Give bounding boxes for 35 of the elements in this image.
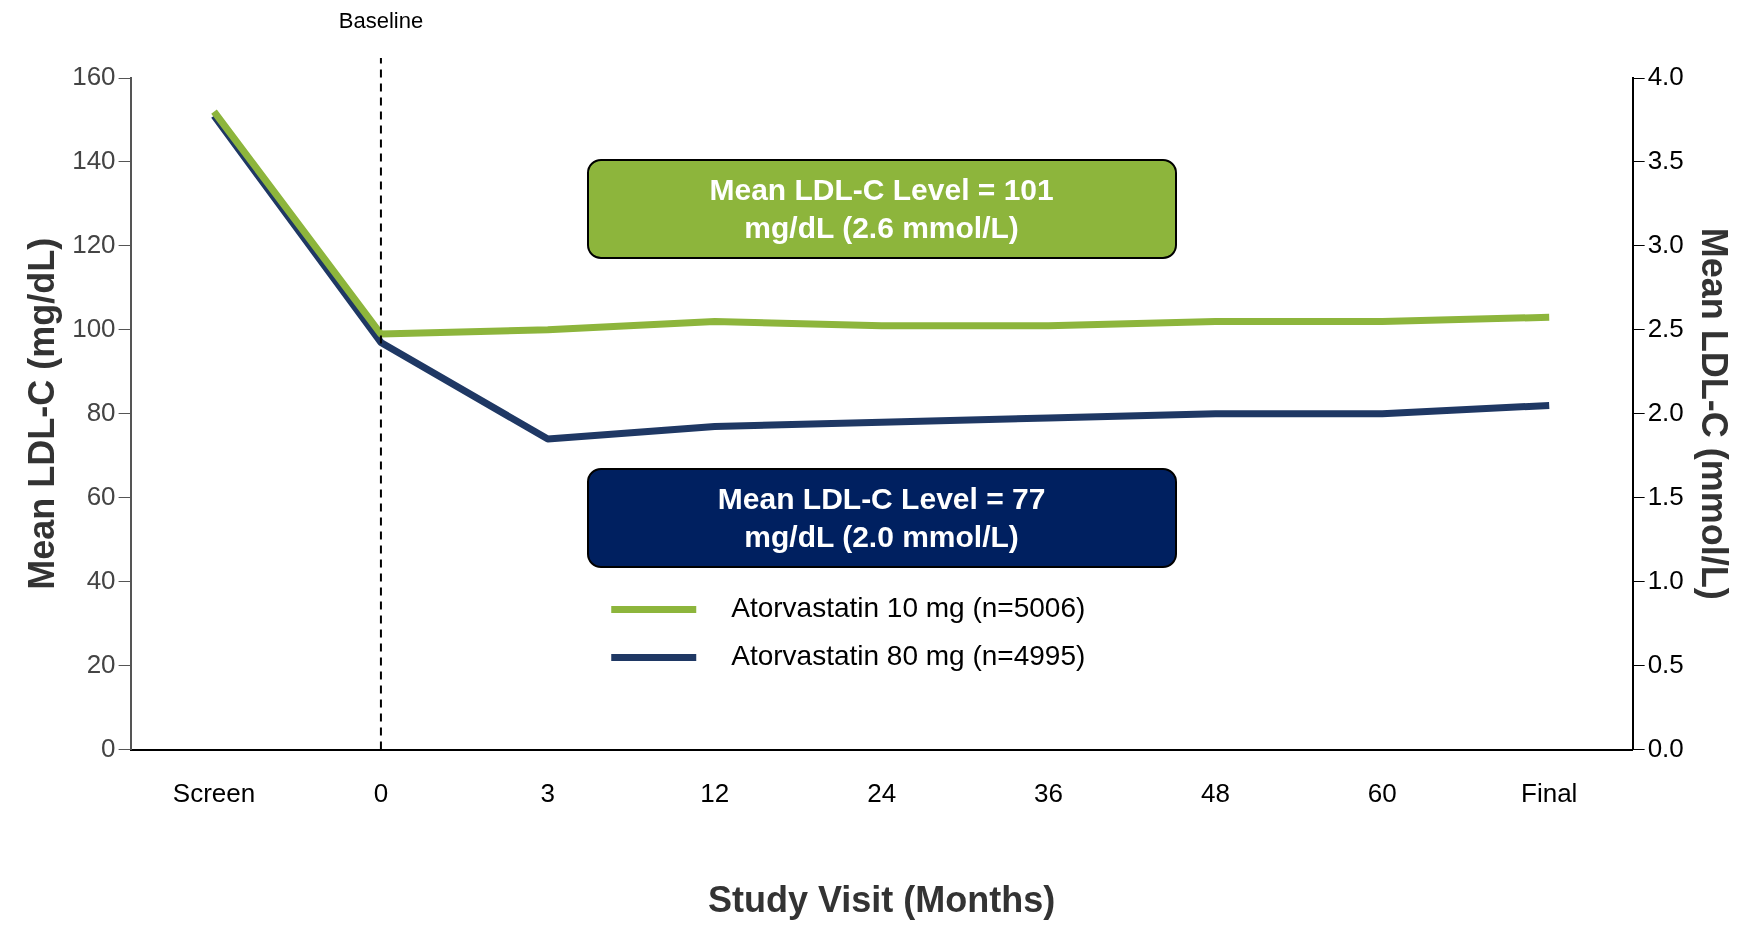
ref-line-label: Baseline	[338, 8, 424, 33]
legend-label: Atorvastatin 10 mg (n=5006)	[731, 592, 1086, 624]
y2-axis-title: Mean LDL-C (mmol/L)	[1694, 227, 1736, 600]
y-tick-label: 140	[72, 145, 116, 176]
y2-tick-label: 2.0	[1647, 396, 1684, 427]
y-tick-label: 120	[72, 229, 116, 260]
y-tick-label: 60	[86, 480, 116, 511]
y-tick-label: 160	[72, 61, 116, 92]
y-tick-label: 80	[86, 396, 116, 427]
x-tick-label: 60	[1367, 778, 1397, 809]
y2-tick-label: 1.0	[1647, 564, 1684, 595]
y2-tick-label: 0.5	[1647, 648, 1684, 679]
y-tick-label: 100	[72, 313, 116, 344]
text-box: Mean LDL-C Level = 77 mg/dL (2.0 mmol/L)	[586, 467, 1177, 568]
y-tick-label: 40	[86, 564, 116, 595]
y-tick-label: 20	[86, 648, 116, 679]
y2-tick-label: 3.5	[1647, 145, 1684, 176]
y2-tick-label: 4.0	[1647, 61, 1684, 92]
x-tick-label: 3	[540, 778, 556, 809]
y2-tick-label: 0.0	[1647, 732, 1684, 763]
legend-label: Atorvastatin 80 mg (n=4995)	[731, 640, 1086, 672]
x-tick-label: Screen	[172, 778, 256, 809]
x-tick-label: 12	[700, 778, 730, 809]
y2-tick-label: 3.0	[1647, 229, 1684, 260]
x-axis-title: Study Visit (Months)	[707, 879, 1056, 921]
x-tick-label: 0	[373, 778, 389, 809]
x-tick-label: 24	[867, 778, 897, 809]
x-tick-label: 48	[1200, 778, 1230, 809]
x-tick-label: Final	[1521, 778, 1578, 809]
y-tick-label: 0	[101, 732, 116, 763]
y-axis-title: Mean LDL-C (mg/dL)	[20, 237, 62, 590]
y2-tick-label: 2.5	[1647, 313, 1684, 344]
text-box: Mean LDL-C Level = 101 mg/dL (2.6 mmol/L)	[586, 158, 1177, 259]
y2-tick-label: 1.5	[1647, 480, 1684, 511]
x-tick-label: 36	[1034, 778, 1063, 809]
